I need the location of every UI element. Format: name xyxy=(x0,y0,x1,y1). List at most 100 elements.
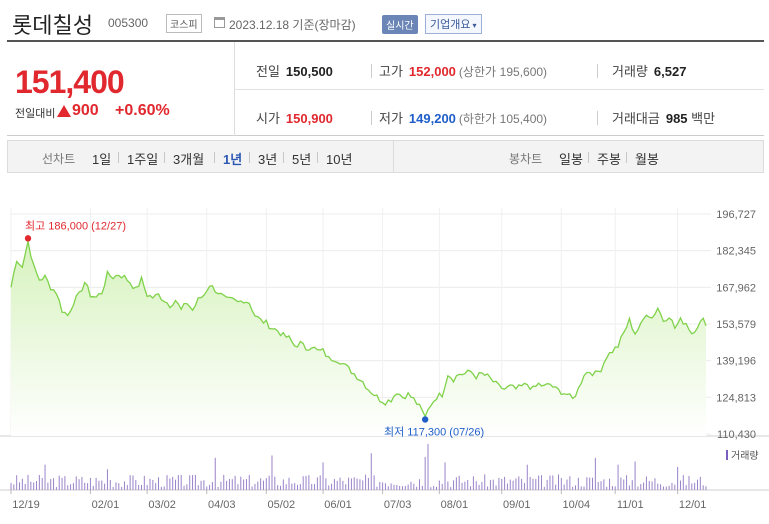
volume-bar xyxy=(498,477,500,490)
volume-bar xyxy=(206,486,208,490)
volume-bar xyxy=(660,484,662,490)
volume-bar xyxy=(192,475,194,490)
volume-bar xyxy=(702,485,704,490)
tab-daily-candle[interactable]: 일봉 xyxy=(559,152,583,167)
y-tick-label: 182,345 xyxy=(716,246,756,258)
volume-bar xyxy=(628,485,630,490)
price-chart[interactable]: 196,727 182,345 167,962 153,579 139,196 124,8… xyxy=(0,184,769,524)
volume-bar xyxy=(475,481,477,490)
volume-bar xyxy=(606,486,608,490)
volume-bar xyxy=(506,483,508,490)
volume-bar xyxy=(529,476,531,490)
basis-text: 기준(장마감) xyxy=(292,18,356,32)
basis-date: 2023.12.18 기준(장마감) xyxy=(229,16,356,33)
volume-bar xyxy=(132,475,134,490)
volume-bar xyxy=(458,475,460,490)
volume-bar xyxy=(495,485,497,490)
volume-bar xyxy=(297,484,299,490)
tab-monthly-candle[interactable]: 월봉 xyxy=(635,152,659,167)
volume-bar xyxy=(492,479,494,490)
volume-bar xyxy=(526,464,528,490)
x-tick-label: 10/04 xyxy=(563,499,591,511)
volume-bar xyxy=(350,478,352,490)
volume-bar xyxy=(407,484,409,490)
volume-bar xyxy=(115,482,117,490)
volume-bar xyxy=(679,480,681,490)
high-marker xyxy=(24,235,32,242)
tab-separator xyxy=(283,152,284,163)
tab-separator xyxy=(588,152,589,163)
y-tick-label: 110,430 xyxy=(717,429,756,441)
corp-info-dropdown[interactable]: 기업개요 ▾ xyxy=(425,14,482,34)
volume-bar xyxy=(481,481,483,490)
tab-1y[interactable]: 1년 xyxy=(223,152,243,167)
volume-bar xyxy=(421,485,423,490)
volume-bar xyxy=(447,481,449,490)
volume-bar xyxy=(467,479,469,490)
volume-bar xyxy=(109,479,111,490)
volume-bar xyxy=(149,478,151,490)
y-tick-label: 124,813 xyxy=(716,392,756,404)
volume-bar xyxy=(319,475,321,490)
tab-3y[interactable]: 3년 xyxy=(258,152,278,167)
high-label: 고가 xyxy=(379,64,403,79)
volume-bar xyxy=(674,484,676,490)
volume-bar xyxy=(143,475,145,490)
divider xyxy=(371,111,372,125)
volume-bar xyxy=(589,477,591,490)
volume-bar xyxy=(549,475,551,490)
volume-bar xyxy=(175,479,177,490)
volume-bar xyxy=(668,485,670,490)
low-annotation: 최저 117,300 (07/26) xyxy=(384,425,484,438)
volume-bar xyxy=(643,482,645,490)
volume-bar xyxy=(245,479,247,490)
volume-bar xyxy=(523,482,525,490)
volume-bar xyxy=(577,477,579,490)
volume-bar xyxy=(64,476,66,490)
volume-bar xyxy=(328,485,330,490)
open-label: 시가 xyxy=(256,111,280,126)
volume-bar xyxy=(282,479,284,490)
market-badge: 코스피 xyxy=(166,14,202,33)
volume-bar xyxy=(209,484,211,490)
lower-limit-value: 105,400) xyxy=(499,112,548,126)
volume-bar xyxy=(203,480,205,490)
volume-bar xyxy=(27,474,29,490)
price-panel: 151,400 전일대비 900 +0.60% 전일 150,500 고가 152,… xyxy=(7,40,764,136)
trade-value-label: 거래대금 xyxy=(612,111,660,126)
volume-bar xyxy=(16,475,18,490)
volume-bar xyxy=(436,486,438,490)
volume-bar xyxy=(532,478,534,490)
volume-bar xyxy=(580,486,582,490)
tab-5y[interactable]: 5년 xyxy=(292,152,312,167)
volume-bar xyxy=(651,481,653,490)
volume-bar xyxy=(316,477,318,490)
chevron-down-icon: ▾ xyxy=(472,21,477,30)
tab-10y[interactable]: 10년 xyxy=(326,152,353,167)
volume-bar xyxy=(155,482,157,490)
volume-bar xyxy=(228,479,230,490)
volume-bar xyxy=(521,478,523,490)
volume-bar xyxy=(257,481,259,490)
volume-bar xyxy=(268,475,270,490)
tab-weekly-candle[interactable]: 주봉 xyxy=(597,152,621,167)
y-axis-ticks: 196,727 182,345 167,962 153,579 139,196 124,8… xyxy=(716,209,756,441)
trade-value: 985 xyxy=(665,111,688,126)
volume-bar xyxy=(654,478,656,490)
volume-bar xyxy=(217,486,219,490)
tab-3m[interactable]: 3개월 xyxy=(173,152,205,167)
volume-bar xyxy=(13,484,15,490)
volume-bar xyxy=(87,483,89,490)
volume-bar xyxy=(123,481,125,490)
volume-bar xyxy=(450,487,452,490)
price-line xyxy=(10,241,707,419)
volume-bar xyxy=(146,485,148,490)
volume-bar xyxy=(299,484,301,490)
volume-bar xyxy=(140,485,142,490)
tab-1d[interactable]: 1일 xyxy=(92,152,112,167)
volume-bar xyxy=(379,482,381,490)
volume-bar xyxy=(696,479,698,490)
tab-1w[interactable]: 1주일 xyxy=(127,152,159,167)
realtime-button[interactable]: 실시간 xyxy=(382,15,418,34)
x-tick-label: 08/01 xyxy=(441,499,469,511)
